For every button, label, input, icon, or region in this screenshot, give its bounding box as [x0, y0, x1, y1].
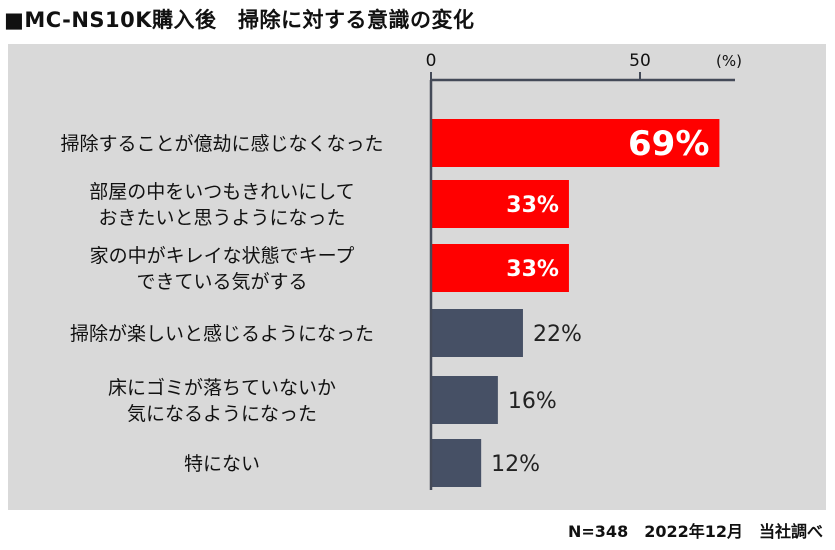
bar [431, 180, 569, 228]
category-label: 床にゴミが落ちていないか気になるようになった [108, 377, 336, 425]
x-tick-label: 0 [426, 51, 437, 71]
data-label: 22% [533, 322, 582, 347]
bar [431, 309, 523, 357]
category-label: 掃除が楽しいと感じるようになった [70, 323, 374, 345]
bar [431, 119, 720, 167]
bar [431, 439, 482, 487]
data-label: 69% [628, 124, 709, 164]
data-label: 33% [506, 193, 559, 218]
bar [431, 376, 498, 424]
data-label: 33% [506, 257, 559, 282]
category-label: 家の中がキレイな状態でキープできている気がする [90, 245, 355, 293]
category-label: 部屋の中をいつもきれいにしておきたいと思うようになった [89, 181, 354, 229]
unit-label: (%) [716, 52, 742, 70]
data-label: 16% [508, 389, 557, 414]
footnote: N=348 2022年12月 当社調べ [568, 522, 823, 541]
x-tick-label: 50 [629, 51, 651, 71]
data-label: 12% [491, 452, 540, 477]
chart-title: ■MC-NS10K購入後 掃除に対する意識の変化 [4, 8, 475, 32]
category-label: 特にない [184, 453, 260, 475]
bar [431, 244, 569, 292]
category-label: 掃除することが億劫に感じなくなった [60, 133, 383, 155]
